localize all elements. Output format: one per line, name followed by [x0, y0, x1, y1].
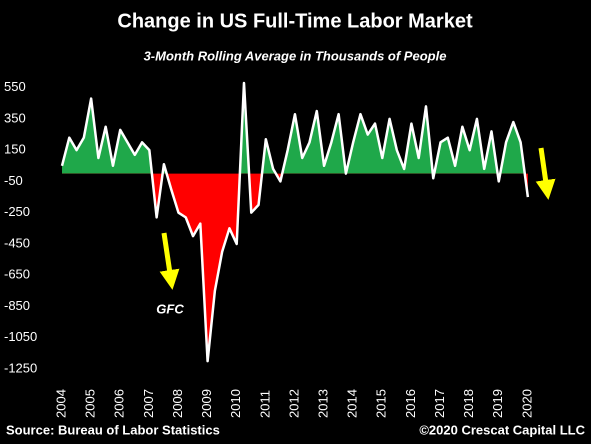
x-tick-label: 2019	[490, 389, 505, 418]
y-tick-label: -450	[4, 235, 30, 250]
x-tick-label: 2011	[257, 390, 272, 418]
y-tick-label: -50	[4, 173, 23, 188]
x-tick-label: 2006	[112, 389, 127, 418]
x-tick-label: 2017	[432, 389, 447, 418]
arrow	[159, 232, 180, 290]
x-tick-label: 2013	[315, 389, 330, 418]
arrow	[535, 147, 556, 200]
chart-subtitle: 3-Month Rolling Average in Thousands of …	[144, 48, 447, 63]
x-tick-label: 2015	[374, 389, 389, 418]
y-tick-label: -1050	[4, 329, 37, 344]
credit: ©2020 Crescat Capital LLC	[419, 422, 585, 437]
y-tick-label: 150	[4, 142, 26, 157]
y-tick-label: -250	[4, 204, 30, 219]
x-tick-label: 2007	[141, 389, 156, 418]
x-tick-label: 2008	[170, 389, 185, 418]
area	[62, 82, 528, 362]
line	[60, 81, 530, 363]
y-tick-label: -1250	[4, 360, 37, 375]
annotation: GFC	[156, 301, 184, 316]
x-tick-label: 2005	[83, 389, 98, 418]
x-tick-label: 2018	[461, 389, 476, 418]
x-tick-label: 2009	[199, 389, 214, 418]
x-tick-label: 2010	[228, 389, 243, 418]
chart-title: Change in US Full-Time Labor Market	[117, 10, 473, 32]
y-tick-label: -850	[4, 298, 30, 313]
x-tick-label: 2020	[519, 389, 534, 418]
y-tick-label: -650	[4, 267, 30, 282]
x-tick-label: 2014	[345, 389, 360, 418]
x-tick-label: 2012	[286, 389, 301, 418]
y-tick-label: 550	[4, 79, 26, 94]
x-tick-label: 2004	[53, 389, 68, 418]
x-tick-label: 2016	[403, 389, 418, 418]
source: Source: Bureau of Labor Statistics	[6, 422, 220, 437]
y-tick-label: 350	[4, 110, 26, 125]
